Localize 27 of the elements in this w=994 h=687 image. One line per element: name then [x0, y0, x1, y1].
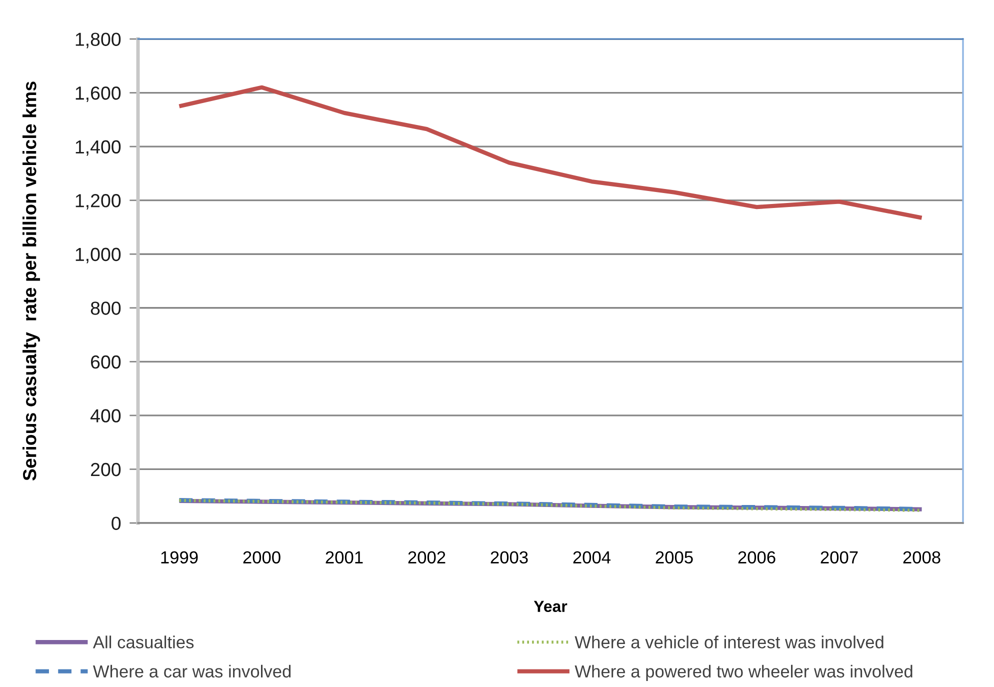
x-tick-label: 1999 [161, 551, 198, 564]
x-tick-label: 2008 [903, 551, 940, 564]
x-tick-label: 2002 [408, 551, 446, 564]
y-tick-label: 1,200 [76, 194, 121, 210]
y-tick-label: 400 [90, 409, 121, 422]
legend-label: Where a car was involved [92, 664, 291, 678]
x-tick-label: 2005 [656, 551, 693, 564]
y-tick-label: 1,800 [76, 32, 121, 48]
x-tick-label: 2004 [573, 551, 611, 564]
legend-label: Where a vehicle of interest was involved [574, 636, 884, 648]
y-tick-label: 1,600 [76, 86, 121, 102]
x-tick-label: 2001 [326, 551, 363, 564]
x-tick-label: 2007 [820, 551, 858, 564]
x-tick-label: 2000 [243, 551, 280, 564]
legend-label: Where a powered two wheeler was involved [574, 664, 912, 682]
x-tick-label: 2006 [738, 551, 776, 564]
y-tick-label: 1,000 [76, 248, 121, 264]
line-series [177, 85, 924, 220]
y-axis-title: Serious casualty rate per billion vehicle kms [22, 82, 40, 481]
legend-label: All casualties [92, 636, 194, 648]
y-tick-label: 600 [91, 355, 121, 369]
x-tick-label: 2003 [490, 551, 528, 564]
y-tick-label: 200 [90, 462, 121, 476]
y-tick-label: 1,400 [76, 140, 121, 156]
x-axis-title: Year [534, 600, 568, 612]
y-tick-label: 0 [112, 516, 121, 530]
y-tick-label: 800 [90, 302, 121, 315]
